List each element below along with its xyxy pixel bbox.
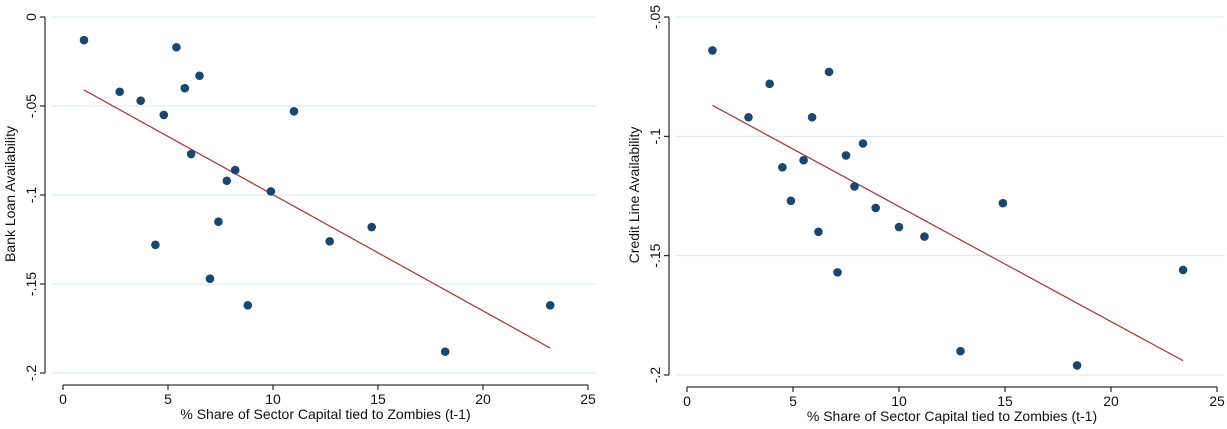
data-point: [786, 196, 796, 206]
data-point: [807, 112, 817, 122]
y-tick-label: -.05: [647, 5, 663, 29]
data-point: [186, 149, 196, 159]
fitted-line: [83, 89, 551, 349]
y-tick-label: -.2: [647, 367, 663, 384]
x-tick-label: 20: [475, 391, 491, 407]
data-point: [765, 79, 774, 89]
data-point: [744, 112, 753, 122]
data-point: [814, 227, 823, 237]
x-tick-label: 20: [1103, 393, 1119, 409]
data-point: [824, 67, 834, 77]
data-point: [243, 301, 253, 310]
y-axis-title: Bank Loan Availability: [2, 126, 18, 262]
data-point: [871, 203, 880, 213]
data-point: [1072, 361, 1082, 370]
data-point: [180, 83, 190, 93]
data-point: [159, 110, 169, 120]
x-tick-label: 25: [1209, 393, 1225, 409]
data-point: [894, 222, 904, 232]
x-axis-title: % Share of Sector Capital tied to Zombie…: [807, 408, 1097, 424]
x-tick-label: 5: [164, 391, 172, 407]
data-point: [778, 163, 787, 172]
x-tick-label: 0: [59, 391, 67, 407]
y-tick-label: -.1: [23, 187, 39, 204]
data-point: [1178, 265, 1188, 275]
data-point: [998, 198, 1008, 208]
bank-loan-chart: 0 -.05 -.1 -.15 -.2 0 5 10 15 20 25 % Share of Sect…: [2, 13, 596, 422]
data-point: [289, 107, 299, 116]
x-tick-label: 10: [265, 391, 281, 407]
data-point: [858, 139, 868, 148]
data-point: [214, 217, 223, 226]
x-tick-label: 15: [997, 393, 1013, 409]
y-tick-label: -.15: [23, 272, 39, 296]
data-point: [920, 232, 929, 241]
data-point: [325, 236, 335, 246]
data-point: [850, 182, 859, 191]
x-tick-label: 25: [580, 391, 596, 407]
x-tick-label: 5: [789, 393, 797, 409]
data-point: [195, 71, 204, 81]
data-point: [222, 176, 232, 186]
y-axis-title: Credit Line Availability: [626, 127, 642, 264]
y-tick-label: -.2: [23, 365, 39, 382]
y-tick-label: -.1: [647, 128, 663, 145]
data-point: [136, 96, 145, 105]
x-tick-label: 15: [370, 391, 386, 407]
x-tick-label: 0: [683, 393, 691, 409]
data-point: [79, 35, 89, 45]
x-axis-title: % Share of Sector Capital tied to Zombie…: [180, 406, 470, 422]
data-point: [151, 240, 160, 250]
y-tick-label: -.15: [647, 243, 663, 267]
data-point: [266, 187, 276, 196]
data-point: [230, 165, 240, 175]
data-point: [841, 151, 851, 160]
data-point: [440, 347, 450, 356]
data-point: [367, 222, 377, 232]
y-tick-label: 0: [23, 13, 39, 21]
data-point: [172, 42, 181, 52]
x-tick-label: 10: [891, 393, 907, 409]
data-point: [956, 346, 965, 356]
fitted-line: [712, 104, 1184, 362]
data-point: [799, 155, 808, 165]
data-point: [205, 274, 215, 283]
credit-line-chart: -.05 -.1 -.15 -.2 0 5 10 15 20 25 % Share of Secto…: [626, 5, 1225, 424]
data-point: [115, 87, 124, 97]
data-point: [708, 46, 717, 55]
data-point: [833, 268, 842, 277]
y-tick-label: -.05: [23, 94, 39, 118]
data-point: [545, 301, 555, 310]
